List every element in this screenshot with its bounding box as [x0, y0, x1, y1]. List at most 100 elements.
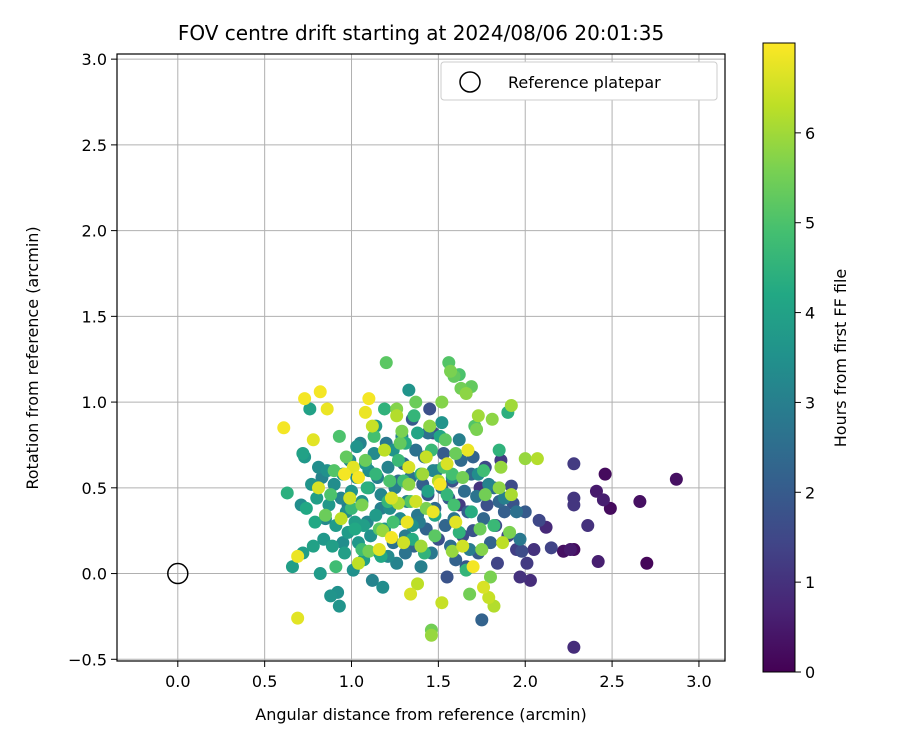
x-tick-label: 0.5: [252, 672, 277, 691]
data-point: [299, 501, 313, 515]
colorbar-tick-label: 5: [805, 214, 815, 233]
data-point: [324, 589, 338, 603]
data-point: [477, 512, 491, 526]
data-point: [395, 424, 409, 438]
data-point: [640, 556, 654, 570]
data-point: [419, 450, 433, 464]
data-point: [376, 524, 390, 538]
data-point: [447, 498, 461, 512]
data-point: [477, 580, 491, 594]
x-tick-label: 1.5: [426, 672, 451, 691]
data-point: [416, 467, 430, 481]
data-point: [390, 556, 404, 570]
data-point: [527, 543, 541, 557]
data-point: [291, 611, 305, 625]
data-point: [433, 477, 447, 491]
data-point: [318, 508, 332, 522]
data-point: [475, 543, 489, 557]
data-point: [423, 402, 437, 416]
data-point: [312, 481, 326, 495]
data-point: [414, 539, 428, 553]
data-point: [563, 543, 577, 557]
colorbar-tick-label: 2: [805, 483, 815, 502]
data-point: [435, 416, 449, 430]
data-point: [456, 471, 470, 485]
legend-marker-icon: [459, 71, 481, 93]
data-point: [386, 515, 400, 529]
data-point: [402, 383, 416, 397]
data-point: [365, 573, 379, 587]
data-point: [435, 395, 449, 409]
data-point: [504, 399, 518, 413]
data-point: [513, 570, 527, 584]
data-point: [367, 429, 381, 443]
data-point: [351, 556, 365, 570]
data-point: [291, 549, 305, 563]
data-point: [324, 488, 338, 502]
data-point: [445, 544, 459, 558]
x-tick-label: 0.0: [165, 672, 190, 691]
data-point: [332, 429, 346, 443]
data-point: [384, 531, 398, 545]
data-point: [397, 536, 411, 550]
data-point: [325, 539, 339, 553]
data-point: [492, 481, 506, 495]
data-point: [567, 640, 581, 654]
data-point: [633, 495, 647, 509]
data-point: [567, 498, 581, 512]
legend-box: [440, 61, 718, 101]
data-point: [503, 525, 517, 539]
data-point: [317, 532, 331, 546]
data-point: [358, 453, 372, 467]
data-point: [591, 555, 605, 569]
data-point: [497, 505, 511, 519]
data-point: [313, 385, 327, 399]
data-point: [400, 515, 414, 529]
data-point: [598, 467, 612, 481]
data-point: [449, 447, 463, 461]
data-point: [338, 467, 352, 481]
colorbar: 0 1 2 3 4 5 6 Hours from first FF file: [762, 42, 850, 682]
data-point: [310, 491, 324, 505]
data-point: [320, 402, 334, 416]
data-point: [303, 402, 317, 416]
data-point: [390, 409, 404, 423]
data-point: [523, 573, 537, 587]
data-point: [471, 409, 485, 423]
y-axis-label: Rotation from reference (arcmin): [23, 226, 42, 489]
x-axis-label: Angular distance from reference (arcmin): [255, 705, 586, 724]
data-point: [362, 392, 376, 406]
data-point: [456, 539, 470, 553]
x-tick-label: 2.5: [599, 672, 624, 691]
data-point: [345, 501, 359, 515]
data-point: [452, 433, 466, 447]
data-point: [496, 536, 510, 550]
legend: Reference platepar: [440, 61, 718, 101]
data-point: [379, 356, 393, 370]
data-point: [513, 532, 527, 546]
data-point: [378, 402, 392, 416]
data-point: [378, 443, 392, 457]
chart-title: FOV centre drift starting at 2024/08/06 …: [178, 21, 664, 45]
data-point: [355, 498, 369, 512]
y-tick-label: 3.0: [82, 50, 107, 69]
data-point: [411, 577, 425, 591]
data-point: [457, 484, 471, 498]
data-point: [360, 481, 374, 495]
data-point: [437, 447, 451, 461]
data-point: [424, 628, 438, 642]
y-tick-label: 2.5: [82, 136, 107, 155]
colorbar-tick-label: 4: [805, 304, 815, 323]
data-point: [306, 433, 320, 447]
data-point: [409, 443, 423, 457]
colorbar-tick-label: 0: [805, 663, 815, 682]
data-point: [449, 515, 463, 529]
data-point: [358, 405, 372, 419]
reference-platepar-marker: [167, 562, 189, 585]
data-point: [402, 477, 416, 491]
colorbar-label: Hours from first FF file: [831, 269, 850, 448]
data-point: [414, 560, 428, 574]
data-point: [464, 505, 478, 519]
data-point: [445, 467, 459, 481]
